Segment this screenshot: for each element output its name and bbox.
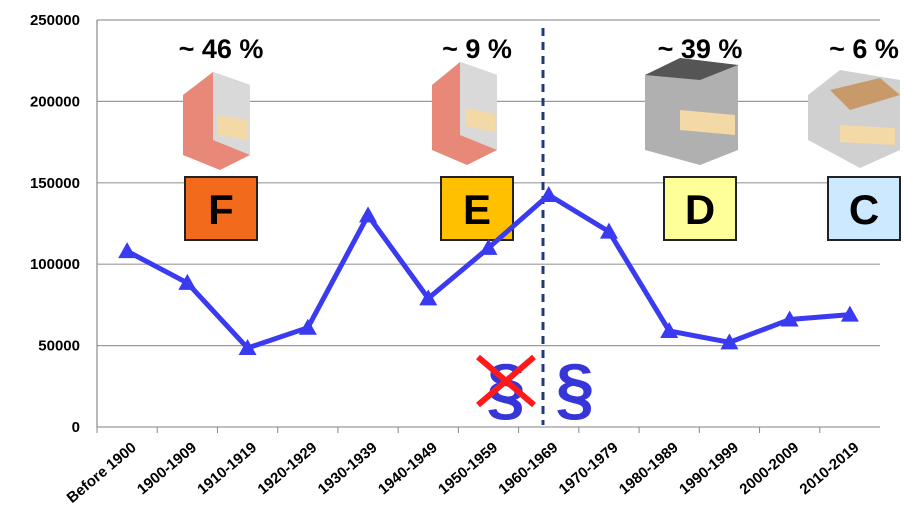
x-tick-label: 2000-2009: [736, 439, 802, 498]
y-tick-label: 200000: [30, 93, 80, 110]
point-marker: [419, 289, 438, 306]
point-marker: [840, 305, 859, 322]
x-tick-label: 1940-1949: [375, 439, 441, 498]
paragraph-mark: §: [487, 349, 526, 427]
class-box: [184, 176, 258, 241]
point-marker: [178, 273, 197, 290]
y-tick-label: 250000: [30, 12, 80, 29]
point-marker: [599, 222, 618, 239]
x-tick-label: 1910-1919: [194, 439, 260, 498]
class-letter: C: [849, 186, 879, 233]
x-tick-label: 1990-1999: [676, 439, 742, 498]
point-marker: [359, 206, 378, 223]
house-icon: [645, 58, 738, 165]
point-marker: [479, 238, 498, 255]
point-marker: [118, 242, 137, 259]
x-tick-label: 1900-1909: [134, 439, 200, 498]
share-label: ~ 9 %: [442, 34, 512, 64]
class-box: [827, 176, 901, 241]
point-marker: [720, 333, 739, 350]
share-label: ~ 6 %: [829, 34, 899, 64]
house-icon: [432, 62, 497, 165]
x-tick-label: 2010-2019: [797, 439, 863, 498]
point-marker: [298, 318, 317, 335]
class-letter: E: [463, 186, 491, 233]
class-letter: F: [208, 186, 234, 233]
x-tick-label: 1980-1989: [616, 439, 682, 498]
x-tick-label: 1930-1939: [315, 439, 381, 498]
class-letter: D: [685, 186, 715, 233]
y-tick-label: 0: [72, 419, 80, 436]
point-marker: [539, 186, 558, 203]
house-icon: [183, 72, 250, 170]
y-tick-label: 150000: [30, 175, 80, 192]
class-box: [440, 176, 514, 241]
x-tick-label: Before 1900: [64, 439, 140, 507]
x-tick-label: 1970-1979: [556, 439, 622, 498]
point-marker: [238, 339, 257, 356]
paragraph-mark: §: [556, 349, 595, 427]
y-tick-label: 50000: [38, 338, 80, 355]
share-label: ~ 39 %: [658, 34, 743, 64]
house-icon: [808, 70, 900, 168]
point-marker: [660, 321, 679, 338]
point-marker: [780, 310, 799, 327]
y-tick-label: 100000: [30, 256, 80, 273]
x-tick-label: 1920-1929: [254, 439, 320, 498]
x-tick-label: 1960-1969: [495, 439, 561, 498]
cross-line: [476, 354, 536, 408]
class-box: [663, 176, 737, 241]
x-tick-label: 1950-1959: [435, 439, 501, 498]
share-label: ~ 46 %: [179, 34, 264, 64]
